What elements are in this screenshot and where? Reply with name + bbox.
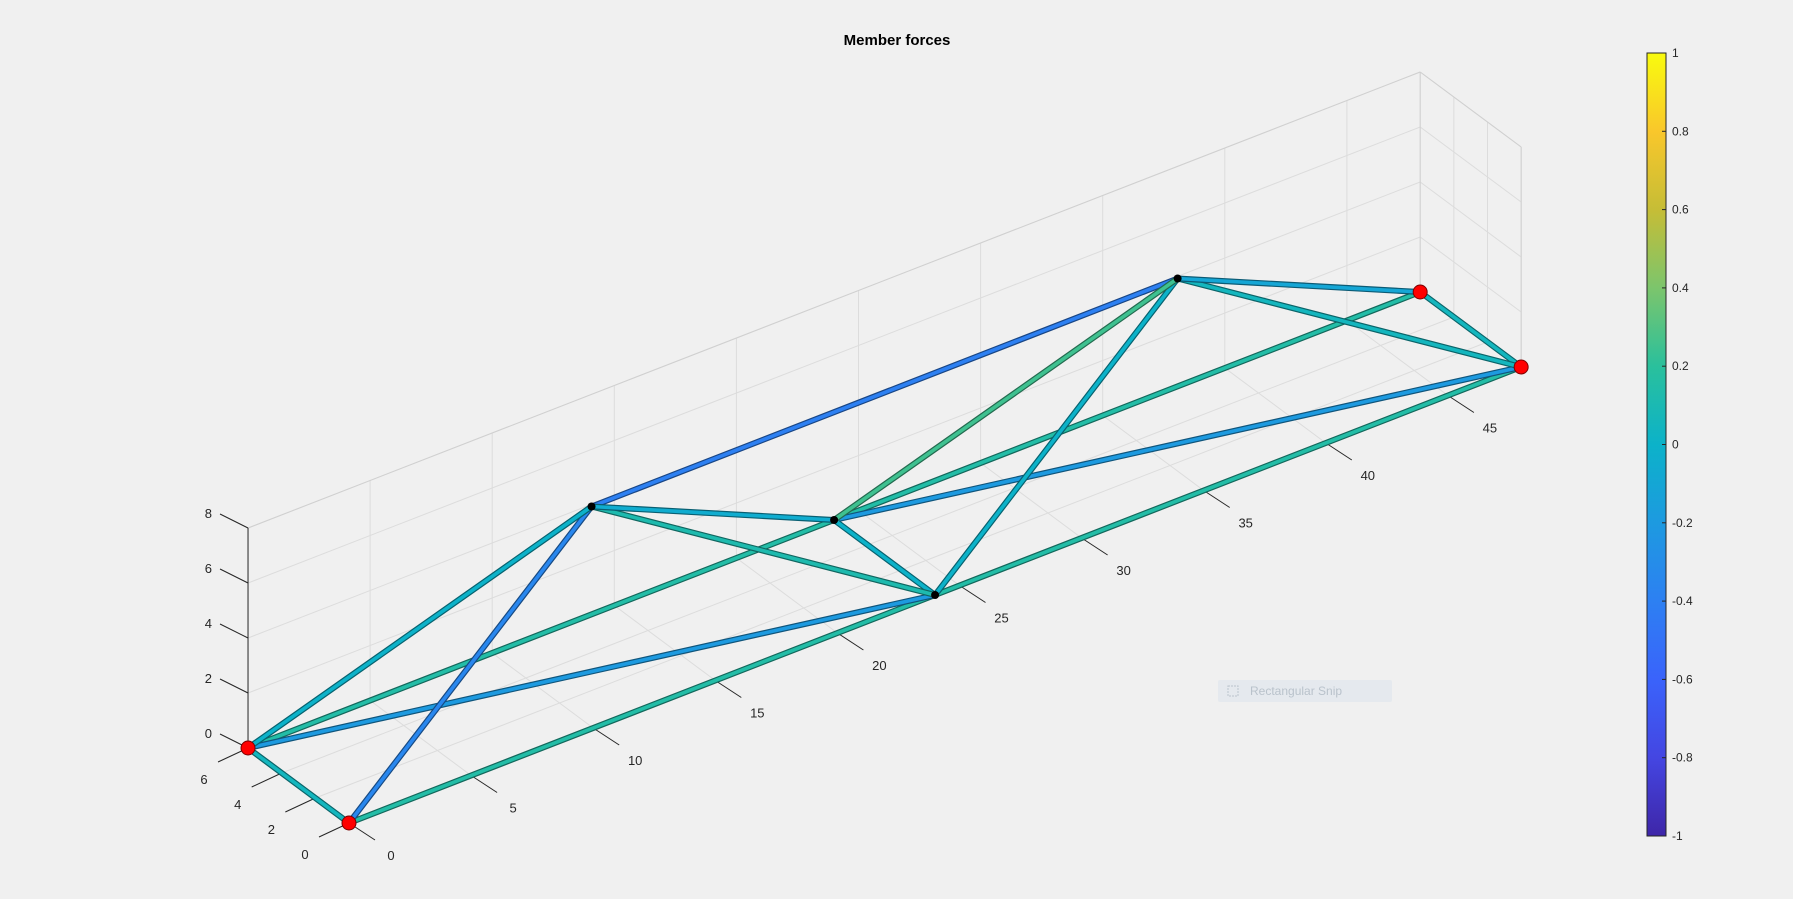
support-node (240, 740, 256, 756)
grid-line (1102, 415, 1204, 491)
z-tick-label: 4 (205, 616, 212, 631)
member (246, 593, 937, 750)
member (832, 290, 1422, 522)
y-tick-label: 6 (200, 772, 207, 787)
grid-line (369, 700, 472, 776)
colorbar-tick-label: 0.6 (1672, 203, 1689, 217)
y-tick-label: 0 (301, 847, 308, 862)
x-tick (959, 585, 986, 603)
x-tick (1203, 490, 1230, 508)
colorbar-tick-label: 0.2 (1672, 359, 1689, 373)
x-tick-label: 45 (1483, 421, 1497, 436)
member (1175, 276, 1422, 294)
snip-label-text: Rectangular Snip (1250, 684, 1343, 698)
grid-line (980, 462, 1082, 539)
member (246, 518, 836, 750)
y-tick-label: 2 (268, 822, 275, 837)
colorbar-tick-label: 0.4 (1672, 281, 1689, 295)
x-tick-label: 35 (1238, 516, 1252, 531)
member (933, 365, 1523, 597)
member (589, 276, 1180, 509)
support-node (341, 815, 357, 831)
colorbar: 1 0.8 0.6 0.4 0.2 0 -0.2 -0.4 -0.6 -0.8 -1 (1646, 46, 1693, 843)
grid-line (247, 126, 1421, 584)
colorbar-tick-label: -0.8 (1672, 751, 1693, 765)
member (832, 276, 1180, 522)
truss-members (245, 275, 1525, 826)
grid-line (1224, 367, 1327, 444)
support-node (1412, 284, 1428, 300)
x-tick (1447, 395, 1475, 413)
z-tick-label: 0 (205, 726, 212, 741)
member (832, 365, 1523, 522)
colorbar-tick-label: 1 (1672, 46, 1679, 60)
x-tick-label: 20 (872, 658, 886, 673)
z-tick-label: 6 (205, 561, 212, 576)
x-tick (592, 727, 620, 746)
member (933, 276, 1180, 597)
x-tick-label: 15 (750, 706, 764, 721)
colorbar-tick-label: -0.6 (1672, 672, 1693, 686)
x-tick (837, 632, 864, 651)
grid-line (858, 510, 960, 586)
member (832, 518, 937, 597)
y-tick (285, 797, 316, 813)
truss-nodes (240, 274, 1529, 831)
colorbar-tick-label: 0 (1672, 438, 1679, 452)
support-node (1513, 359, 1529, 375)
colorbar-tick-label: 0.8 (1672, 124, 1689, 138)
member (1418, 290, 1523, 369)
member (347, 504, 594, 825)
colorbar-tick-label: -1 (1672, 829, 1683, 843)
colorbar-tick-label: -0.2 (1672, 516, 1693, 530)
x-tick (1325, 442, 1353, 461)
member (246, 504, 594, 750)
colorbar-tick-label: -0.4 (1672, 594, 1693, 608)
free-node (1173, 274, 1182, 283)
z-tick (219, 568, 249, 584)
member (589, 504, 836, 522)
y-tick (251, 772, 282, 788)
z-tick-label: 2 (205, 671, 212, 686)
free-node (587, 502, 596, 511)
chart-title: Member forces (844, 32, 951, 49)
x-tick (715, 680, 742, 698)
box-edge (1419, 71, 1522, 148)
snip-icon (1227, 685, 1239, 697)
grid-line (1419, 236, 1522, 313)
z-tick (219, 678, 249, 694)
box-edge (247, 71, 1421, 529)
x-tick-label: 10 (628, 753, 642, 768)
x-tick-label: 25 (994, 611, 1008, 626)
z-tick (219, 513, 249, 529)
free-node (830, 516, 839, 524)
member (347, 593, 937, 825)
z-tick-label: 8 (205, 506, 212, 521)
x-tick-label: 40 (1361, 468, 1375, 483)
colorbar-ticks: 1 0.8 0.6 0.4 0.2 0 -0.2 -0.4 -0.6 -0.8 -1 (1662, 46, 1693, 843)
grid-line (491, 652, 594, 729)
grid-line (1419, 126, 1522, 203)
y-tick-label: 4 (234, 797, 241, 812)
x-tick-label: 30 (1116, 563, 1130, 578)
x-tick (470, 775, 498, 793)
free-node (931, 591, 940, 599)
x-tick (1081, 537, 1108, 556)
member (1175, 276, 1523, 369)
grid-line (1346, 320, 1449, 396)
grid-line (1419, 181, 1522, 258)
x-tick-label: 5 (509, 801, 516, 816)
grid-line (247, 236, 1421, 694)
member (246, 746, 351, 825)
member (589, 504, 937, 597)
grid-line (614, 605, 716, 681)
rectangular-snip-overlay[interactable]: Rectangular Snip (1218, 680, 1392, 702)
x-tick-label: 0 (387, 848, 394, 863)
z-tick (219, 623, 249, 639)
